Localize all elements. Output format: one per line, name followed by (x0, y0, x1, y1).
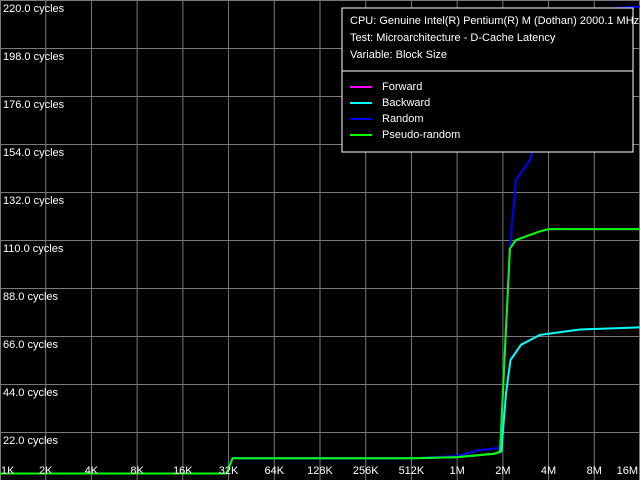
legend-box (341, 7, 634, 153)
y-tick-label: 220.0 cycles (3, 3, 65, 15)
x-tick-label: 4K (85, 465, 99, 477)
y-tick-label: 176.0 cycles (3, 99, 65, 111)
annotation: Variable: Block Size (350, 49, 447, 61)
series-line (0, 228, 640, 475)
x-tick-label: 64K (264, 465, 284, 477)
y-tick-label: 88.0 cycles (3, 291, 59, 303)
y-tick-label: 132.0 cycles (3, 195, 65, 207)
legend-label: Random (382, 113, 424, 125)
y-tick-label: 198.0 cycles (3, 51, 65, 63)
legend-label: Pseudo-random (382, 129, 460, 141)
x-tick-label: 256K (353, 465, 379, 477)
chart-subtitle: Test: Microarchitecture - D-Cache Latenc… (350, 32, 556, 44)
y-tick-label: 44.0 cycles (3, 387, 59, 399)
x-tick-label: 2K (39, 465, 53, 477)
x-tick-label: 1M (450, 465, 465, 477)
axis-labels: 22.0 cycles 44.0 cycles 66.0 cycles 88.0 cy… (1, 3, 638, 477)
x-tick-label: 512K (399, 465, 425, 477)
x-tick-label: 8M (587, 465, 602, 477)
chart-title: CPU: Genuine Intel(R) Pentium(R) M (Doth… (350, 15, 639, 27)
y-tick-label: 110.0 cycles (3, 243, 64, 255)
x-tick-label: 8K (130, 465, 144, 477)
y-tick-label: 66.0 cycles (3, 339, 59, 351)
x-tick-label: 1K (1, 465, 15, 477)
legend-label: Forward (382, 81, 422, 93)
y-tick-label: 22.0 cycles (3, 435, 59, 447)
x-tick-label: 128K (307, 465, 333, 477)
x-tick-label: 4M (541, 465, 556, 477)
x-tick-label: 16K (173, 465, 193, 477)
x-tick-label: 2M (495, 465, 510, 477)
x-tick-label: 16M (617, 465, 638, 477)
x-tick-label: 32K (219, 465, 239, 477)
legend-label: Backward (382, 97, 430, 109)
y-tick-label: 154.0 cycles (3, 147, 65, 159)
legend: CPU: Genuine Intel(R) Pentium(R) M (Doth… (341, 7, 639, 153)
